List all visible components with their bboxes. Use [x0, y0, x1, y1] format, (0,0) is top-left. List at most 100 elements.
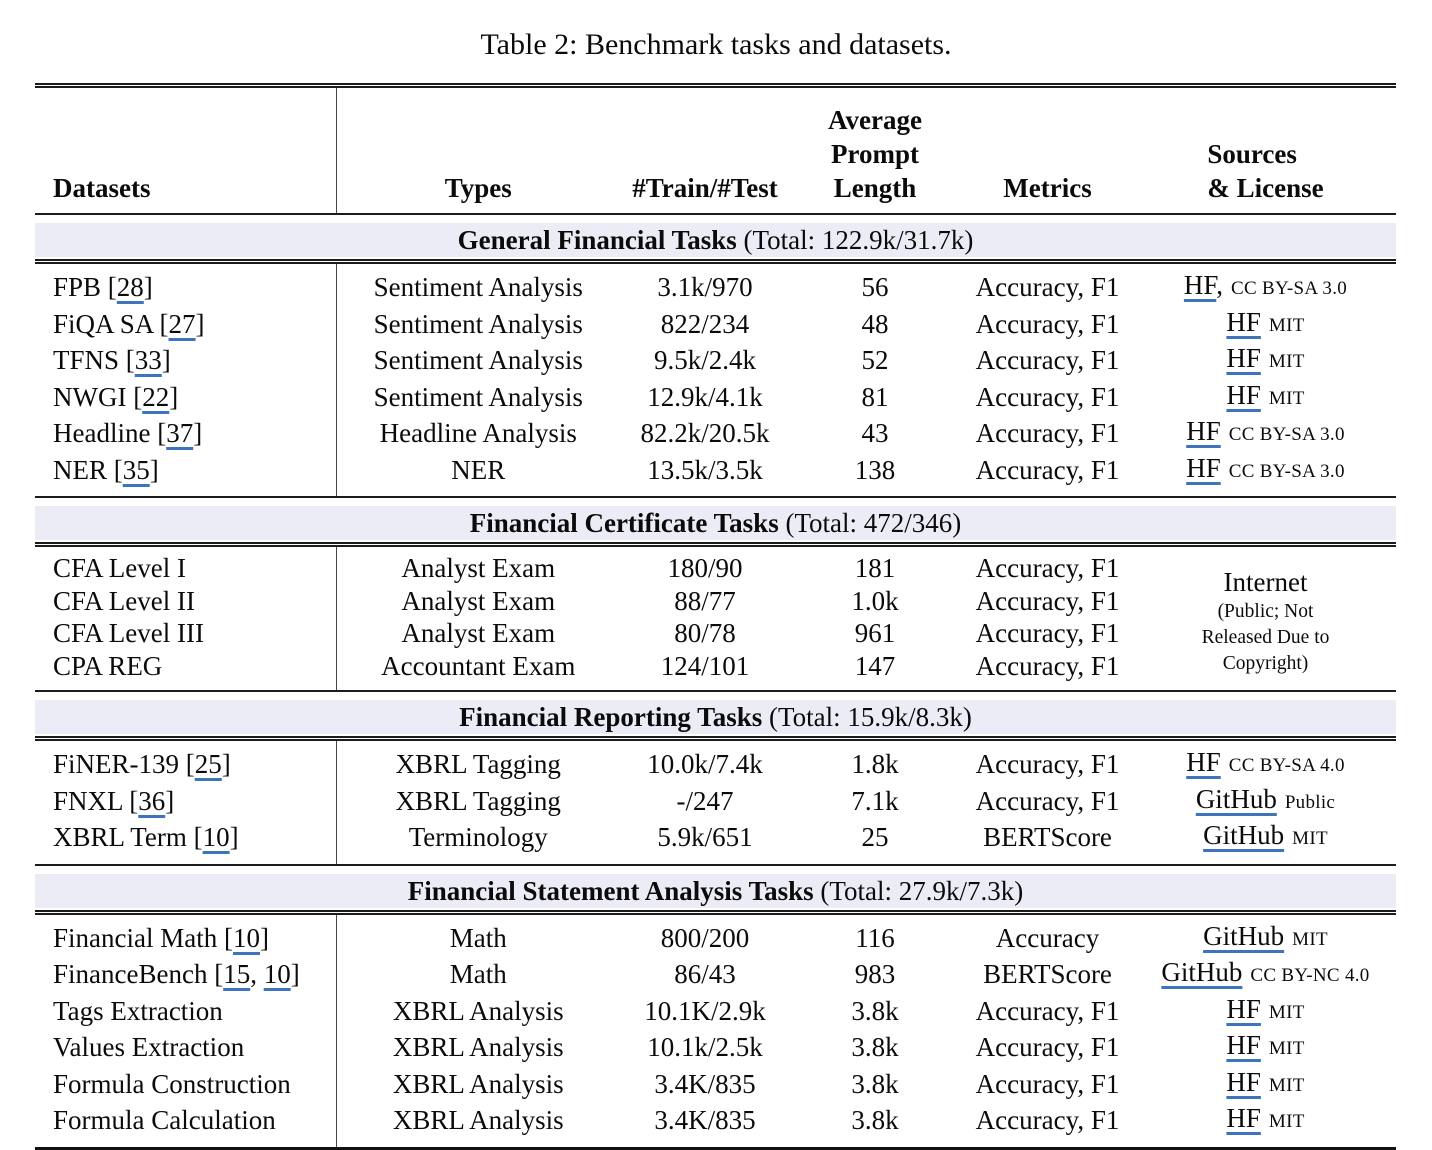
type-cell: Math [335, 912, 620, 956]
source-link[interactable]: HF [1226, 993, 1261, 1024]
ref-link[interactable]: 10 [263, 959, 291, 989]
section-band-row: Financial Reporting Tasks (Total: 15.9k/… [35, 690, 1396, 741]
paper-page: { "page_title": "Table 2: Benchmark task… [0, 27, 1432, 1150]
prompt-length-cell: 25 [861, 822, 889, 852]
license-label: MIT [1268, 1038, 1305, 1059]
dataset-cell: FiQA SA [27] [53, 308, 205, 339]
source-cell: HF CC BY-SA 4.0 [1135, 739, 1396, 783]
prompt-length-cell: 3.8k [790, 1102, 960, 1150]
type-cell: Terminology [335, 819, 620, 865]
metrics-cell: Accuracy, F1 [975, 454, 1120, 485]
dataset-cell: CFA Level III [53, 618, 204, 648]
source-link[interactable]: HF [1226, 306, 1261, 337]
section-band-cell: Financial Reporting Tasks (Total: 15.9k/… [35, 690, 1396, 741]
train-test-cell: 3.4K/835 [620, 1102, 790, 1150]
ref-link[interactable]: 27 [168, 308, 196, 339]
section-band-row: Financial Certificate Tasks (Total: 472/… [35, 496, 1396, 547]
prompt-length-cell: 81 [861, 381, 889, 412]
table-row: Tags Extraction XBRL Analysis 10.1K/2.9k 3.… [35, 992, 1396, 1029]
section-band: Financial Certificate Tasks (Total: 472/… [35, 506, 1396, 540]
source-link[interactable]: GitHub [1195, 783, 1277, 814]
metrics-cell: Accuracy, F1 [975, 308, 1120, 339]
table-row: CFA Level III Analyst Exam 80/78 961 Accurac… [35, 617, 1396, 650]
license-label: CC BY-SA 4.0 [1228, 755, 1345, 776]
metrics-cell: Accuracy, F1 [960, 1102, 1135, 1150]
source-link[interactable]: HF [1226, 379, 1261, 410]
type-cell: XBRL Analysis [335, 1029, 620, 1066]
license-label: MIT [1292, 928, 1328, 950]
source-link[interactable]: HF [1183, 270, 1217, 300]
train-test-cell: 822/234 [660, 308, 750, 339]
ref-link[interactable]: 22 [142, 381, 170, 412]
metrics-cell: Accuracy, F1 [975, 749, 1120, 779]
dataset-cell: FiNER-139 [25] [53, 749, 231, 779]
prompt-length-cell: 52 [861, 345, 889, 375]
prompt-length-cell: 7.1k [851, 785, 899, 816]
source-link[interactable]: HF [1186, 452, 1221, 483]
source-cell: GitHub MIT [1135, 912, 1396, 956]
dataset-cell: TFNS [33] [53, 345, 171, 375]
source-link[interactable]: HF [1186, 416, 1221, 446]
metrics-cell: BERTScore [983, 822, 1112, 852]
table-row: Headline [37] Headline Analysis 82.2k/20.5… [35, 415, 1396, 452]
ref-link[interactable]: 37 [166, 418, 194, 448]
source-link[interactable]: HF [1226, 1103, 1261, 1133]
license-label: MIT [1292, 828, 1328, 849]
col-header-types: Types [335, 83, 620, 215]
table-row: NWGI [22] Sentiment Analysis 12.9k/4.1k 81 A… [35, 378, 1396, 415]
source-link[interactable]: HF [1186, 747, 1221, 777]
section-title: Financial Reporting Tasks [459, 702, 763, 732]
table-row: FinanceBench [15, 10] Math 86/43 983 BERTSco… [35, 956, 1396, 993]
ref-link[interactable]: 15 [223, 959, 251, 989]
prompt-length-cell: 1.8k [851, 749, 899, 779]
type-cell: Analyst Exam [335, 584, 620, 617]
ref-link[interactable]: 28 [116, 272, 144, 302]
ref-link[interactable]: 10 [232, 922, 260, 953]
train-test-cell: 800/200 [660, 922, 750, 953]
ref-link[interactable]: 25 [194, 749, 222, 779]
table-row: XBRL Term [10] Terminology 5.9k/651 25 BERTS… [35, 819, 1396, 865]
source-cell: HF MIT [1135, 1066, 1396, 1103]
type-cell: Sentiment Analysis [335, 261, 620, 306]
dataset-cell: NWGI [22] [53, 381, 179, 412]
metrics-cell: Accuracy, F1 [975, 1032, 1120, 1062]
source-cell: HF MIT [1135, 306, 1396, 343]
source-link[interactable]: HF [1226, 343, 1261, 373]
train-test-cell: 80/78 [674, 618, 736, 648]
dataset-cell: FinanceBench [15, 10] [53, 959, 300, 989]
source-link[interactable]: GitHub [1203, 920, 1285, 951]
metrics-cell: Accuracy, F1 [975, 585, 1120, 616]
type-cell: XBRL Analysis [335, 992, 620, 1029]
train-test-cell: 9.5k/2.4k [653, 345, 756, 375]
source-link[interactable]: GitHub [1203, 820, 1285, 850]
ref-link[interactable]: 33 [134, 345, 162, 375]
source-cell: GitHub CC BY-NC 4.0 [1135, 956, 1396, 993]
prompt-length-cell: 3.8k [851, 1032, 899, 1062]
source-link[interactable]: GitHub [1161, 957, 1243, 987]
dataset-cell: XBRL Term [10] [53, 822, 239, 852]
source-link[interactable]: HF [1226, 1030, 1261, 1060]
prompt-length-cell: 181 [854, 553, 896, 583]
ref-link[interactable]: 10 [202, 822, 230, 852]
source-cell: HF MIT [1135, 342, 1396, 379]
source-cell: HF CC BY-SA 3.0 [1135, 415, 1396, 452]
section-band: General Financial Tasks (Total: 122.9k/3… [35, 223, 1396, 257]
section-band-cell: General Financial Tasks (Total: 122.9k/3… [35, 213, 1396, 264]
prompt-length-cell: 3.8k [851, 995, 899, 1026]
source-link[interactable]: HF [1226, 1066, 1261, 1097]
type-cell: Analyst Exam [335, 617, 620, 650]
ref-link[interactable]: 35 [122, 454, 150, 485]
table-row: CFA Level I Analyst Exam 180/90 181 Accuracy… [35, 544, 1396, 674]
col-header-metrics: Metrics [960, 83, 1135, 215]
train-test-cell: 82.2k/20.5k [640, 418, 770, 448]
section-total: (Total: 27.9k/7.3k) [820, 875, 1024, 906]
source-cell: HF MIT [1135, 1102, 1396, 1150]
ref-link[interactable]: 36 [138, 785, 166, 816]
train-test-cell: 10.1K/2.9k [644, 995, 766, 1026]
prompt-length-cell: 3.8k [851, 1068, 899, 1099]
dataset-cell: FNXL [36] [53, 785, 175, 816]
source-cell: GitHub MIT [1135, 819, 1396, 865]
metrics-cell: Accuracy, F1 [975, 785, 1120, 816]
table-row: NER [35] NER 13.5k/3.5k 138 Accuracy, F1 HF CC… [35, 451, 1396, 497]
train-test-cell: 86/43 [674, 959, 736, 989]
